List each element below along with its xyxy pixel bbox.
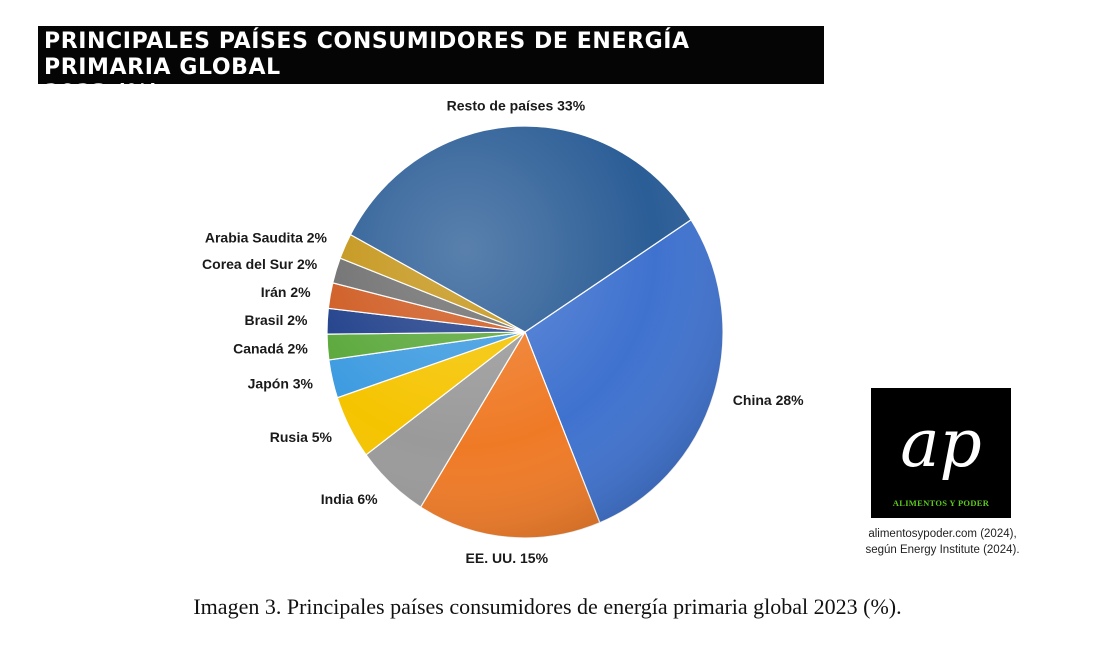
alimentos-y-poder-logo: ap ALIMENTOS Y PODER	[871, 388, 1011, 518]
source-line-2: según Energy Institute (2024).	[865, 544, 1020, 556]
slice-label: Canadá 2%	[233, 341, 308, 357]
slice-label: Arabia Saudita 2%	[205, 230, 328, 246]
slice-label: Corea del Sur 2%	[202, 256, 318, 272]
figure-caption: Imagen 3. Principales países consumidore…	[193, 594, 902, 619]
slice-label: EE. UU. 15%	[466, 550, 549, 566]
slice-label: Brasil 2%	[244, 312, 308, 328]
chart-title-line-2: 2023 (%)	[44, 81, 160, 106]
ap-monogram: ap	[900, 405, 982, 482]
slice-label: Rusia 5%	[270, 429, 333, 445]
chart-title-line-1: PRINCIPALES PAÍSES CONSUMIDORES DE ENERG…	[44, 29, 690, 80]
slice-label: China 28%	[733, 392, 804, 408]
slice-label: Resto de países 33%	[447, 98, 586, 114]
ap-monogram-icon: ap	[900, 405, 982, 482]
source-note: alimentosypoder.com (2024), según Energy…	[850, 526, 1035, 558]
slice-label: India 6%	[321, 491, 378, 507]
source-line-1: alimentosypoder.com (2024),	[868, 528, 1017, 540]
chart-title: PRINCIPALES PAÍSES CONSUMIDORES DE ENERG…	[38, 26, 824, 106]
slice-label: Irán 2%	[261, 284, 311, 300]
logo-name: ALIMENTOS Y PODER	[892, 498, 990, 508]
slice-label: Japón 3%	[248, 376, 314, 392]
